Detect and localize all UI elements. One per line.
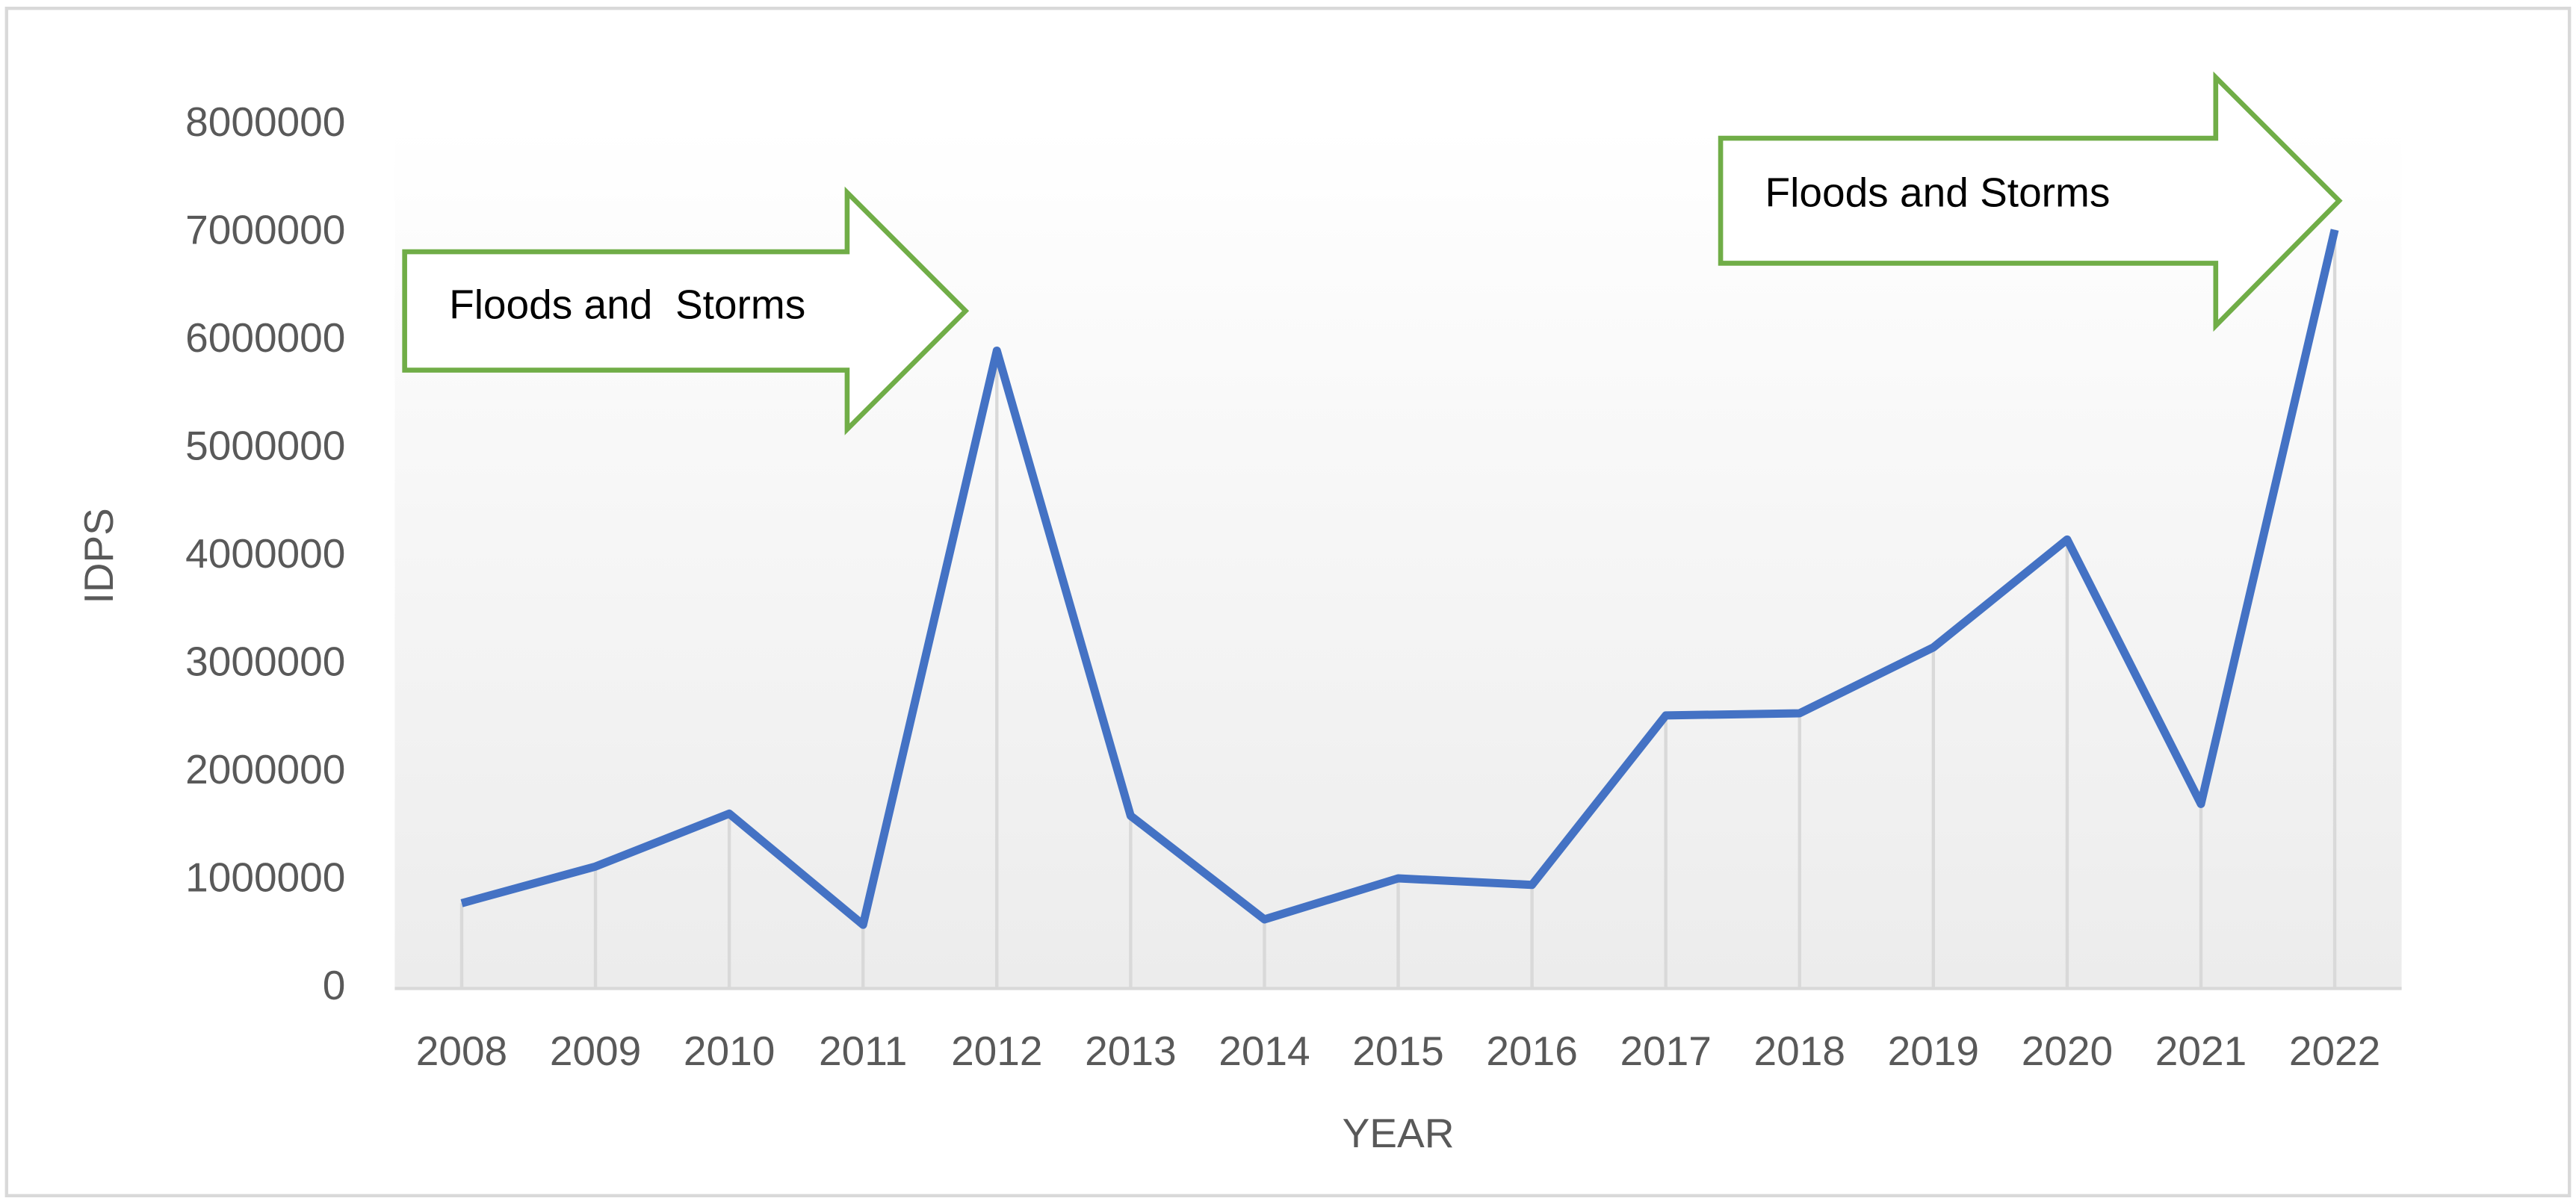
y-tick-label: 4000000 bbox=[185, 530, 345, 577]
x-tick-label: 2012 bbox=[951, 1028, 1042, 1074]
x-tick-label: 2011 bbox=[819, 1028, 907, 1074]
x-tick-label: 2009 bbox=[550, 1028, 641, 1074]
y-tick-label: 6000000 bbox=[185, 314, 345, 361]
x-tick-label: 2022 bbox=[2289, 1028, 2380, 1074]
x-tick-label: 2017 bbox=[1620, 1028, 1711, 1074]
x-tick-label: 2019 bbox=[1888, 1028, 1979, 1074]
y-tick-label: 2000000 bbox=[185, 746, 345, 792]
y-tick-label: 5000000 bbox=[185, 423, 345, 469]
y-axis-label: IDPS bbox=[75, 508, 122, 603]
data-line bbox=[460, 229, 2339, 929]
annotation-arrow bbox=[1718, 71, 2343, 332]
x-axis-label: YEAR bbox=[1343, 1110, 1455, 1156]
y-tick-label: 0 bbox=[323, 962, 346, 1008]
x-tick-label: 2016 bbox=[1486, 1028, 1577, 1074]
annotation-arrow bbox=[402, 186, 970, 435]
y-tick-label: 1000000 bbox=[185, 854, 345, 900]
y-tick-label: 3000000 bbox=[185, 638, 345, 684]
x-tick-label: 2021 bbox=[2155, 1028, 2247, 1074]
x-tick-label: 2013 bbox=[1085, 1028, 1176, 1074]
x-tick-label: 2018 bbox=[1754, 1028, 1845, 1074]
x-tick-label: 2010 bbox=[684, 1028, 775, 1074]
x-tick-label: 2015 bbox=[1352, 1028, 1443, 1074]
x-tick-label: 2008 bbox=[416, 1028, 507, 1074]
annotation-text: Floods and Storms bbox=[1765, 170, 2111, 216]
y-tick-label: 7000000 bbox=[185, 207, 345, 253]
x-tick-label: 2020 bbox=[2022, 1028, 2113, 1074]
x-tick-label: 2014 bbox=[1219, 1028, 1310, 1074]
annotation-text: Floods and Storms bbox=[449, 281, 805, 327]
y-tick-label: 8000000 bbox=[185, 99, 345, 145]
